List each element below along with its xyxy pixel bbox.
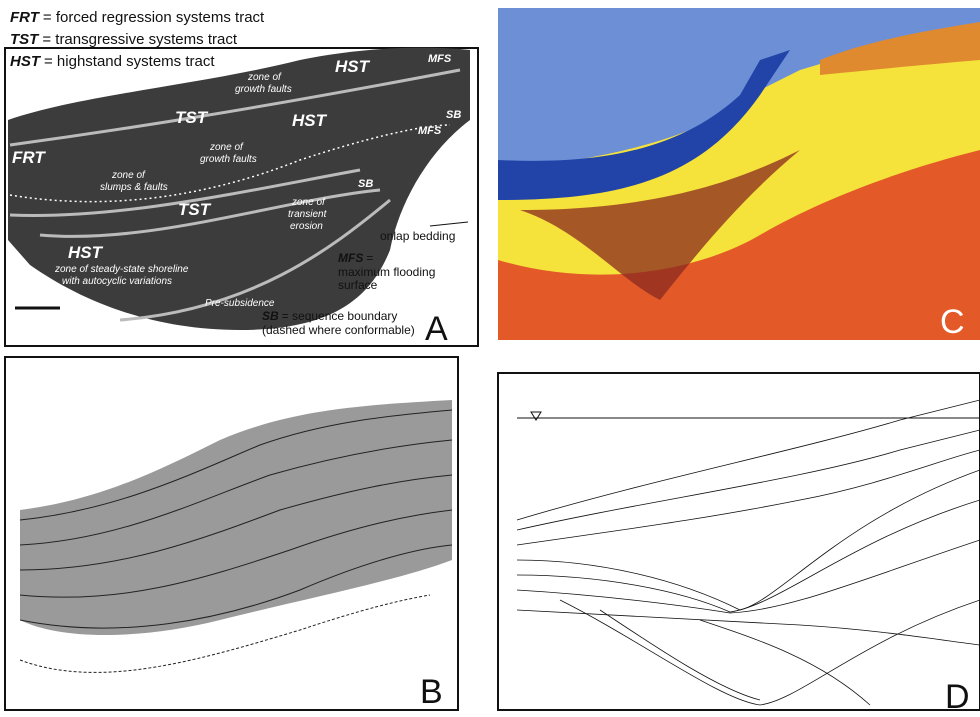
legend-entry: TST = transgressive systems tract	[10, 31, 238, 48]
legend-text: = forced regression systems tract	[43, 9, 265, 26]
panel-c-red	[520, 150, 800, 300]
panel-d-layers	[516, 399, 980, 706]
onlap-arrow	[429, 221, 469, 227]
panel-letter: C	[940, 303, 965, 341]
panel-a-dotted	[9, 124, 451, 203]
annotation: zone of steady-state shoreline	[54, 264, 189, 275]
panel-a-image	[8, 47, 470, 330]
annotation: zone of	[291, 197, 326, 208]
scale-label: 10 cm	[15, 294, 42, 305]
panel-b-image	[20, 400, 452, 635]
legend-entry: FRT = forced regression systems tract	[10, 9, 265, 26]
annotation: SB	[446, 109, 461, 121]
panel-c-orange	[820, 22, 980, 75]
key-onlap: onlap bedding	[380, 229, 455, 243]
legend-abbr: HST	[10, 53, 42, 70]
key-abbr: SB	[262, 309, 279, 323]
annotation: HST	[335, 57, 371, 76]
annotation: TST	[175, 108, 209, 127]
legend-text: = highstand systems tract	[44, 53, 215, 70]
annotation: MFS	[428, 53, 452, 65]
annotation: growth faults	[235, 84, 292, 95]
panel-b-reflectors	[19, 409, 453, 673]
annotation: FRT	[12, 148, 46, 167]
water-symbol	[530, 411, 542, 421]
annotation: slumps & faults	[100, 182, 168, 193]
panel-letter: D	[945, 678, 970, 716]
key-text: = sequence boundary	[282, 309, 398, 323]
key-text: =	[366, 251, 373, 265]
legend-abbr: TST	[10, 31, 40, 48]
annotation: HST	[68, 243, 104, 262]
key-sb: SB = sequence boundary	[262, 309, 397, 323]
annotation: zone of	[247, 72, 282, 83]
panel-a-strata	[9, 68, 461, 322]
annotation: HST	[292, 111, 328, 130]
key-line: surface	[338, 278, 378, 292]
panel-letter: B	[420, 673, 443, 711]
panel-letter: A	[425, 310, 448, 348]
legend-entry: HST = highstand systems tract	[10, 53, 215, 70]
panel-d-frame	[497, 372, 980, 711]
annotation: transient	[288, 209, 328, 220]
annotation: erosion	[290, 221, 323, 232]
annotation: zone of	[209, 142, 244, 153]
panel-c-blue	[498, 50, 790, 200]
key-mfs: MFS =	[338, 251, 373, 265]
annotation: Pre-subsidence	[205, 298, 275, 309]
legend-text: = transgressive systems tract	[42, 31, 237, 48]
annotation: growth faults	[200, 154, 257, 165]
annotation: SB	[358, 178, 373, 190]
key-line: (dashed where conformable)	[262, 323, 415, 337]
annotation: zone of	[111, 170, 146, 181]
annotation: MFS	[418, 125, 442, 137]
annotation: with autocyclic variations	[62, 276, 172, 287]
key-abbr: MFS	[338, 251, 363, 265]
legend-abbr: FRT	[10, 9, 41, 26]
annotation: TST	[178, 200, 212, 219]
key-line: maximum flooding	[338, 265, 435, 279]
